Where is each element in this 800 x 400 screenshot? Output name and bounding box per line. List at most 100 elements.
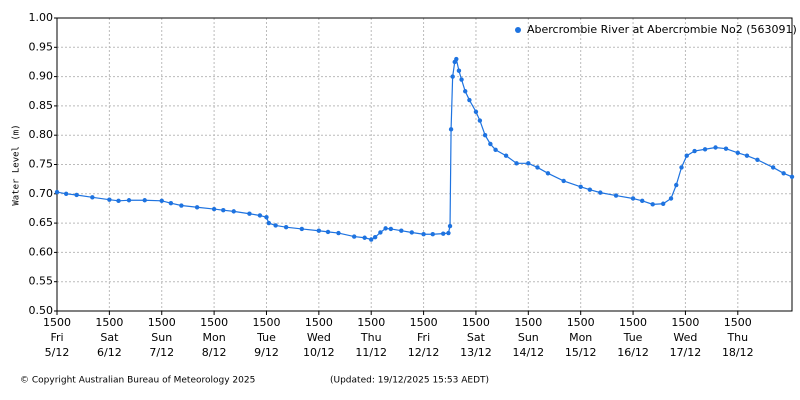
data-point [221, 208, 226, 213]
x-tick-label: 1500 [410, 316, 438, 329]
data-point [781, 171, 786, 176]
x-tick-day: Mon [203, 331, 226, 344]
x-tick-label: 1500 [148, 316, 176, 329]
data-point [613, 193, 619, 198]
data-point [459, 77, 464, 82]
x-tick-day: Thu [726, 331, 748, 344]
data-point [526, 161, 531, 166]
data-point [477, 118, 483, 123]
data-point [503, 153, 509, 158]
data-point [362, 235, 367, 240]
data-point [650, 202, 655, 207]
data-point [168, 200, 174, 206]
data-point [702, 147, 708, 152]
legend-marker [515, 27, 521, 33]
x-tick-label: 1500 [305, 316, 333, 329]
data-point [63, 191, 69, 196]
x-tick-day: Fri [50, 331, 63, 344]
x-tick-label: 1500 [567, 316, 595, 329]
data-point [257, 213, 263, 218]
data-point [450, 74, 455, 79]
x-tick-date: 12/12 [408, 346, 440, 359]
data-point [409, 230, 415, 235]
data-point [194, 205, 200, 210]
x-tick-label: 1500 [462, 316, 490, 329]
data-point [441, 231, 446, 236]
x-tick-day: Sun [151, 331, 172, 344]
x-tick-date: 13/12 [460, 346, 492, 359]
data-point [463, 89, 468, 94]
y-tick-label: 0.70 [29, 187, 54, 200]
x-tick-date: 15/12 [565, 346, 597, 359]
copyright: © Copyright Australian Bureau of Meteoro… [20, 376, 255, 386]
data-point [211, 206, 217, 212]
plot-frame [56, 17, 793, 312]
data-point [231, 209, 236, 214]
data-point [735, 150, 740, 155]
data-point [369, 237, 374, 242]
data-point [264, 215, 269, 220]
data-point [535, 165, 540, 170]
x-tick-day: Mon [569, 331, 592, 344]
data-point [54, 189, 60, 195]
data-point [116, 198, 121, 204]
x-tick-label: 1500 [671, 316, 699, 329]
data-point [755, 157, 760, 163]
x-tick-label: 1500 [619, 316, 647, 329]
data-point [421, 232, 426, 237]
y-tick-label: 0.65 [29, 216, 54, 229]
data-point [336, 230, 341, 236]
data-point [90, 195, 95, 200]
x-tick-date: 8/12 [202, 346, 227, 359]
data-point [142, 198, 147, 203]
y-axis-label: Water Level (m) [12, 124, 22, 205]
x-tick-label: 1500 [357, 316, 385, 329]
y-tick-label: 1.00 [29, 11, 54, 24]
data-point [247, 211, 252, 216]
x-tick-day: Sat [467, 331, 486, 344]
data-point [399, 228, 404, 233]
x-tick-day: Sat [100, 331, 119, 344]
data-point [383, 226, 388, 231]
data-point [692, 148, 697, 154]
data-point [723, 146, 729, 151]
x-tick-label: 1500 [95, 316, 123, 329]
data-point [660, 201, 666, 206]
data-point [640, 198, 645, 204]
data-point [126, 198, 132, 203]
legend-label: Abercrombie River at Abercrombie No2 (56… [527, 23, 797, 36]
x-tick-date: 9/12 [254, 346, 279, 359]
x-tick-label: 1500 [200, 316, 228, 329]
data-point [316, 228, 322, 233]
data-point [446, 230, 451, 236]
x-tick-day: Thu [360, 331, 382, 344]
y-tick-label: 0.60 [29, 245, 54, 258]
data-point [713, 145, 718, 150]
data-point [74, 192, 79, 198]
data-point [351, 234, 357, 239]
x-tick-date: 5/12 [45, 346, 70, 359]
data-point [454, 56, 459, 62]
data-point [488, 141, 493, 147]
data-point [430, 232, 435, 237]
data-point [266, 220, 272, 226]
data-point [679, 165, 684, 170]
data-point [598, 190, 603, 195]
data-point [448, 127, 454, 132]
x-tick-date: 11/12 [355, 346, 387, 359]
data-point [482, 133, 488, 138]
data-point [587, 187, 593, 192]
x-tick-date: 7/12 [149, 346, 174, 359]
x-tick-label: 1500 [514, 316, 542, 329]
data-point [545, 171, 551, 176]
data-point [668, 196, 674, 201]
data-point [630, 196, 636, 201]
data-point [473, 109, 479, 114]
data-point [770, 165, 776, 170]
y-tick-label: 0.95 [29, 40, 54, 53]
x-tick-day: Tue [256, 331, 276, 344]
data-point [789, 174, 795, 180]
x-tick-date: 14/12 [512, 346, 544, 359]
x-tick-date: 16/12 [617, 346, 649, 359]
